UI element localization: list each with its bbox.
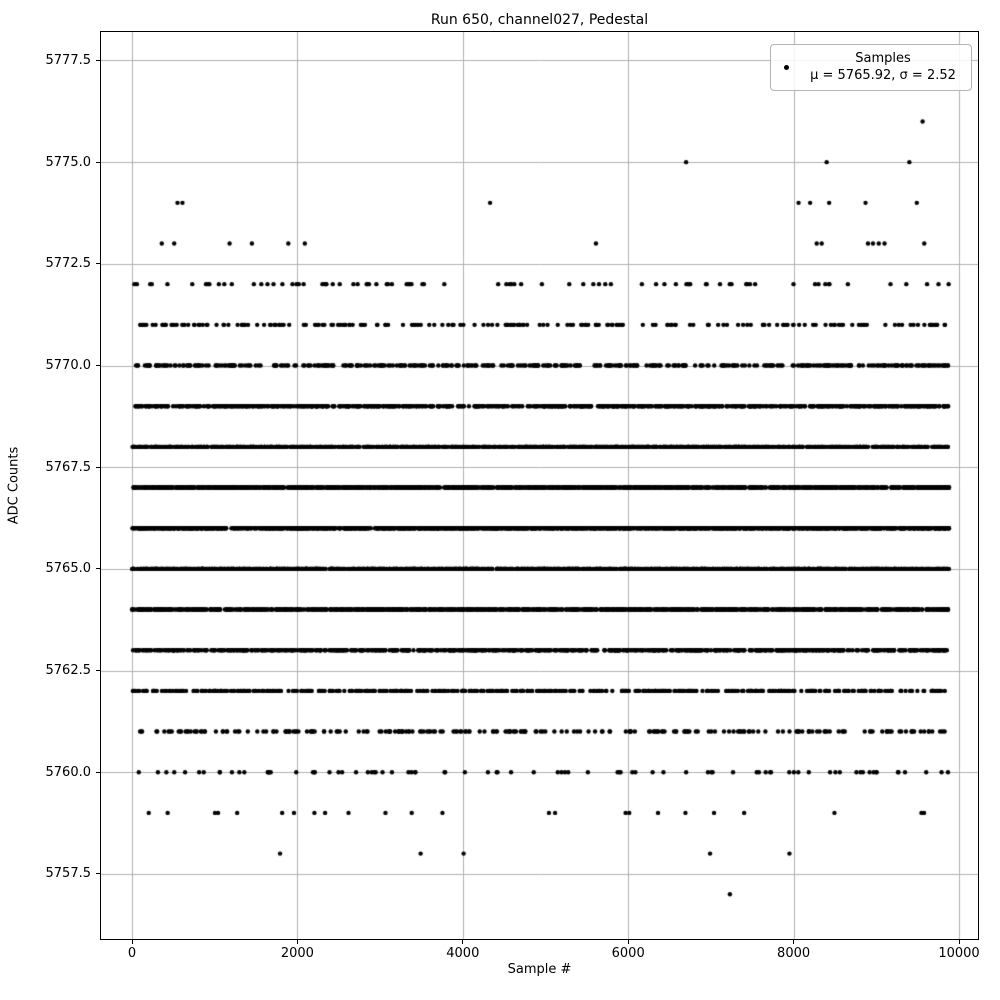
y-tick-label: 5767.5: [45, 459, 92, 475]
sample-marker-icon: [784, 65, 789, 70]
y-tick-mark: [96, 873, 100, 875]
y-tick-label: 5760.0: [45, 764, 92, 780]
x-tick-mark: [131, 940, 133, 944]
y-tick-mark: [96, 771, 100, 773]
x-tick-label: 10000: [938, 946, 980, 961]
y-tick-label: 5775.0: [45, 154, 92, 170]
x-tick-label: 4000: [446, 946, 480, 961]
y-tick-mark: [96, 161, 100, 163]
x-tick-mark: [627, 940, 629, 944]
y-tick-mark: [96, 263, 100, 265]
x-tick-mark: [793, 940, 795, 944]
legend-label-stats: μ = 5765.92, σ = 2.52: [810, 68, 956, 83]
x-tick-mark: [296, 940, 298, 944]
y-tick-mark: [96, 365, 100, 366]
y-tick-label: 5772.5: [45, 256, 92, 272]
x-tick-label: 8000: [777, 946, 811, 961]
y-tick-label: 5762.5: [45, 663, 92, 679]
y-tick-label: 5777.5: [45, 53, 92, 68]
x-tick-mark: [958, 940, 960, 944]
x-tick-mark: [462, 940, 464, 944]
x-tick-label: 2000: [280, 946, 314, 961]
plot-area: Samples μ = 5765.92, σ = 2.52: [100, 31, 979, 940]
y-tick-label: 5757.5: [45, 866, 92, 882]
x-axis-label: Sample #: [507, 962, 572, 977]
y-tick-mark: [96, 670, 100, 672]
legend: Samples μ = 5765.92, σ = 2.52: [770, 44, 972, 91]
x-tick-label: 6000: [611, 946, 645, 961]
y-tick-label: 5770.0: [45, 358, 92, 373]
y-tick-label: 5765.0: [45, 561, 92, 577]
y-axis-label: ADC Counts: [6, 446, 22, 525]
y-tick-mark: [96, 568, 100, 570]
y-tick-mark: [96, 466, 100, 468]
legend-label-samples: Samples: [855, 51, 911, 66]
chart-title: Run 650, channel027, Pedestal: [430, 12, 649, 28]
legend-text: Samples μ = 5765.92, σ = 2.52: [803, 50, 963, 84]
x-tick-label: 0: [127, 946, 137, 961]
scatter-canvas: [101, 32, 978, 939]
y-tick-mark: [96, 60, 100, 61]
